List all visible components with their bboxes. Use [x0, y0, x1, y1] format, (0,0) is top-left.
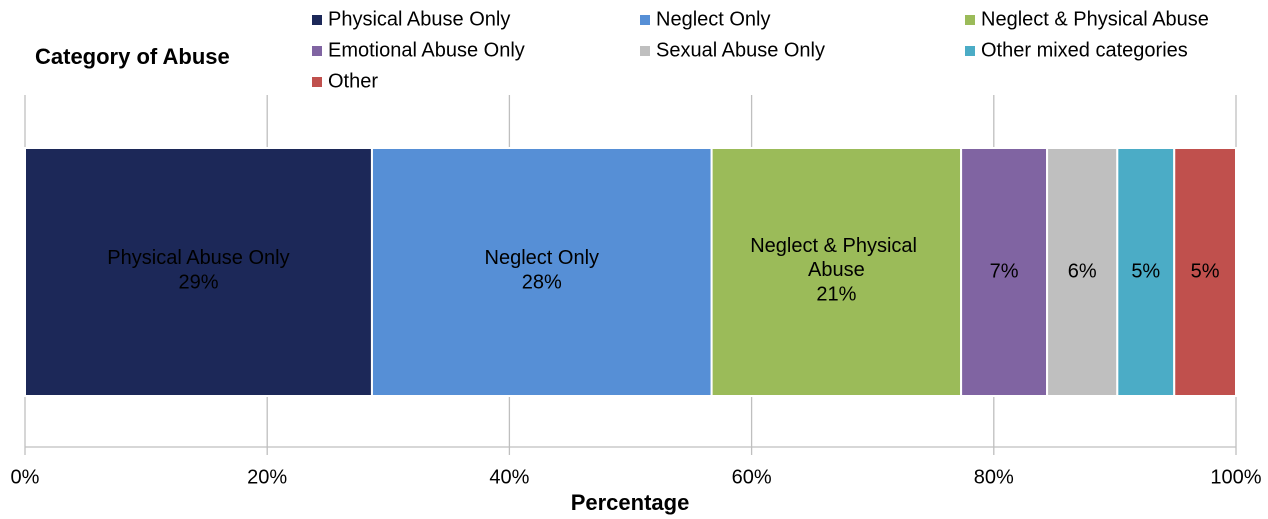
x-tick-label: 0%: [11, 466, 40, 488]
legend-marker: [965, 46, 975, 56]
bar-segment: [1046, 147, 1119, 397]
bar-segment: [1116, 147, 1176, 397]
data-label-name: Neglect Only: [485, 247, 600, 269]
legend-label: Other mixed categories: [981, 39, 1188, 61]
data-label: 5%: [1131, 260, 1160, 282]
legend-label: Physical Abuse Only: [328, 8, 510, 30]
bar-segment: [1173, 147, 1238, 397]
data-label: 7%: [990, 260, 1019, 282]
legend-marker: [312, 46, 322, 56]
data-label: 21%: [816, 283, 856, 305]
bar-segment: [710, 147, 963, 397]
bar-segment: [960, 147, 1049, 397]
legend-marker: [965, 15, 975, 25]
x-tick-label: 80%: [974, 466, 1014, 488]
data-label-name: Physical Abuse Only: [107, 247, 289, 269]
data-label: 29%: [178, 271, 218, 293]
legend-marker: [312, 77, 322, 87]
legend-label: Other: [328, 70, 378, 92]
legend-label: Sexual Abuse Only: [656, 39, 825, 61]
legend-marker: [640, 15, 650, 25]
x-tick-label: 40%: [489, 466, 529, 488]
x-tick-label: 20%: [247, 466, 287, 488]
legend-label: Neglect & Physical Abuse: [981, 8, 1209, 30]
legend-label: Neglect Only: [656, 8, 771, 30]
legend-marker: [312, 15, 322, 25]
x-tick-label: 60%: [732, 466, 772, 488]
chart-title: Category of Abuse: [35, 44, 230, 69]
data-label: 28%: [522, 271, 562, 293]
x-tick-label: 100%: [1210, 466, 1261, 488]
bar-segment: [24, 147, 373, 397]
legend-label: Emotional Abuse Only: [328, 39, 525, 61]
legend-marker: [640, 46, 650, 56]
data-label-name: Neglect & Physical Abuse: [750, 235, 922, 281]
bar-segment: [370, 147, 713, 397]
data-label: 6%: [1068, 260, 1097, 282]
data-label: 5%: [1191, 260, 1220, 282]
x-axis-label: Percentage: [571, 490, 690, 515]
